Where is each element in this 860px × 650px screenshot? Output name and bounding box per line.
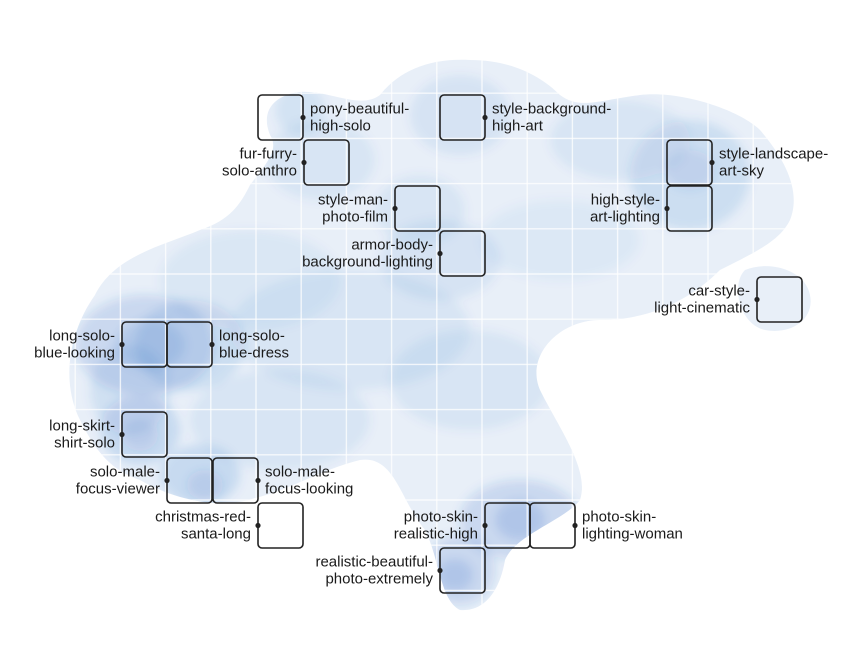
cluster-anchor-dot bbox=[664, 205, 670, 212]
density-peak bbox=[495, 500, 545, 540]
cluster-label-line: armor-body- bbox=[351, 237, 433, 254]
cluster-label-line: long-skirt- bbox=[49, 418, 115, 435]
density-peak bbox=[665, 150, 715, 190]
density-hotspot bbox=[480, 200, 640, 280]
cluster-label-line: high-style- bbox=[591, 192, 660, 209]
cluster-solo-male-looking: solo-male-focus-looking bbox=[212, 457, 353, 504]
cluster-label-line: realistic-beautiful- bbox=[315, 554, 433, 571]
cluster-label-line: lighting-woman bbox=[582, 526, 683, 543]
cluster-label-line: long-solo- bbox=[219, 328, 285, 345]
cluster-label-line: photo-extremely bbox=[325, 571, 433, 588]
cluster-anchor-dot bbox=[119, 431, 125, 438]
density-hotspot bbox=[390, 330, 550, 430]
cluster-anchor-dot bbox=[482, 114, 488, 121]
cluster-box bbox=[257, 502, 304, 549]
cluster-anchor-dot bbox=[164, 477, 170, 484]
density-hotspot bbox=[275, 85, 325, 135]
cluster-photo-skin-realistic: photo-skin-realistic-high bbox=[394, 502, 531, 549]
cluster-label-line: style-background- bbox=[492, 101, 611, 118]
cluster-anchor-dot bbox=[437, 250, 443, 257]
cluster-pony: pony-beautiful-high-solo bbox=[257, 94, 409, 141]
cluster-label-line: art-lighting bbox=[590, 209, 660, 226]
cluster-label-line: fur-furry- bbox=[240, 146, 298, 163]
cluster-anchor-dot bbox=[754, 296, 760, 303]
density-peak bbox=[115, 320, 185, 370]
cluster-anchor-dot bbox=[300, 114, 306, 121]
cluster-label-line: photo-skin- bbox=[582, 509, 656, 526]
cluster-label-line: santa-long bbox=[181, 526, 251, 543]
cluster-label-line: high-art bbox=[492, 118, 544, 135]
cluster-fur: fur-furry-solo-anthro bbox=[222, 139, 350, 186]
cluster-label-line: background-lighting bbox=[302, 254, 433, 271]
cluster-label-line: style-man- bbox=[318, 192, 388, 209]
cluster-label-line: realistic-high bbox=[394, 526, 478, 543]
density-car-region bbox=[737, 266, 811, 331]
cluster-label-line: high-solo bbox=[310, 118, 371, 135]
cluster-armor: armor-body-background-lighting bbox=[302, 230, 486, 277]
cluster-realistic-beautiful: realistic-beautiful-photo-extremely bbox=[315, 547, 486, 594]
cluster-label-line: blue-dress bbox=[219, 345, 289, 362]
cluster-anchor-dot bbox=[437, 567, 443, 574]
cluster-label-line: light-cinematic bbox=[654, 300, 750, 317]
cluster-car: car-style-light-cinematic bbox=[654, 276, 803, 323]
cluster-style-landscape: style-landscape-art-sky bbox=[666, 139, 828, 186]
cluster-label-line: christmas-red- bbox=[155, 509, 251, 526]
cluster-christmas: christmas-red-santa-long bbox=[155, 502, 304, 549]
density-hotspot bbox=[550, 100, 690, 180]
cluster-anchor-dot bbox=[255, 477, 261, 484]
cluster-high-style: high-style-art-lighting bbox=[590, 185, 713, 232]
cluster-label-line: style-landscape- bbox=[719, 146, 828, 163]
density-hotspot bbox=[160, 230, 340, 330]
cluster-anchor-dot bbox=[209, 341, 215, 348]
cluster-label-line: solo-anthro bbox=[222, 163, 297, 180]
density-peak bbox=[187, 470, 223, 500]
cluster-annotations: pony-beautiful-high-solo style-background… bbox=[34, 94, 828, 594]
density-hotspot bbox=[190, 370, 370, 470]
cluster-label-line: blue-looking bbox=[34, 345, 115, 362]
cluster-label-line: solo-male- bbox=[90, 464, 160, 481]
cluster-label-line: photo-film bbox=[322, 209, 388, 226]
density-peak bbox=[437, 559, 473, 591]
cluster-photo-skin-woman: photo-skin-lighting-woman bbox=[529, 502, 683, 549]
cluster-label-line: pony-beautiful- bbox=[310, 101, 409, 118]
cluster-label-line: car-style- bbox=[688, 283, 750, 300]
cluster-anchor-dot bbox=[119, 341, 125, 348]
cluster-anchor-dot bbox=[482, 522, 488, 529]
cluster-solo-male-viewer: solo-male-focus-viewer bbox=[76, 457, 213, 504]
cluster-style-bg: style-background-high-art bbox=[439, 94, 611, 141]
cluster-long-solo-blue-dress: long-solo-blue-dress bbox=[166, 321, 289, 368]
cluster-label-line: solo-male- bbox=[265, 464, 335, 481]
cluster-label-line: focus-looking bbox=[265, 481, 353, 498]
cluster-label-line: focus-viewer bbox=[76, 481, 160, 498]
cluster-long-skirt: long-skirt-shirt-solo bbox=[49, 411, 168, 458]
cluster-label-line: long-solo- bbox=[49, 328, 115, 345]
cluster-anchor-dot bbox=[392, 205, 398, 212]
cluster-label-line: art-sky bbox=[719, 163, 765, 180]
cluster-label-line: shirt-solo bbox=[54, 435, 115, 452]
cluster-anchor-dot bbox=[572, 522, 578, 529]
cluster-anchor-dot bbox=[301, 159, 307, 166]
cluster-style-man: style-man-photo-film bbox=[318, 185, 441, 232]
cluster-anchor-dot bbox=[255, 522, 261, 529]
cluster-long-solo-blue-looking: long-solo-blue-looking bbox=[34, 321, 168, 368]
cluster-anchor-dot bbox=[709, 159, 715, 166]
density-peak bbox=[122, 419, 158, 451]
cluster-label-line: photo-skin- bbox=[404, 509, 478, 526]
